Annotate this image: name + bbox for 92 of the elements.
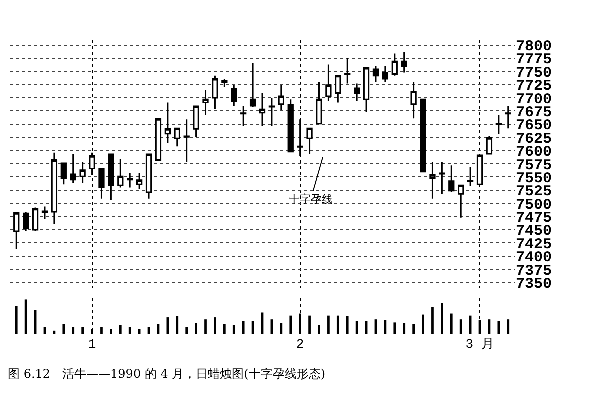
candlestick — [288, 98, 294, 153]
candlestick — [193, 106, 200, 138]
candlestick — [306, 128, 313, 156]
candlestick — [23, 212, 30, 232]
candlestick — [70, 154, 76, 184]
candlestick — [51, 152, 58, 225]
bar — [356, 321, 358, 334]
candlestick — [89, 152, 96, 176]
bar — [460, 320, 462, 334]
candlestick — [222, 78, 228, 88]
candlestick — [392, 52, 398, 77]
bar — [119, 325, 122, 334]
candlestick — [250, 62, 256, 108]
bar — [336, 316, 340, 334]
candlestick — [382, 66, 389, 83]
candlestick — [202, 89, 209, 116]
bar — [318, 325, 320, 334]
bar — [242, 321, 245, 334]
candlestick — [505, 105, 512, 130]
bar — [176, 316, 179, 334]
bar — [412, 324, 415, 334]
bar — [498, 321, 500, 334]
bar — [186, 327, 188, 334]
bar — [82, 327, 84, 334]
bar — [223, 324, 226, 334]
candlestick — [420, 98, 426, 173]
bar — [394, 322, 396, 334]
bar — [432, 307, 434, 334]
candlestick — [354, 83, 360, 102]
candlestick — [108, 154, 114, 202]
bar — [328, 316, 330, 334]
candlestick — [98, 168, 105, 200]
bar — [15, 306, 18, 334]
bar — [308, 316, 311, 334]
candlestick — [42, 206, 48, 220]
candlestick — [335, 75, 342, 104]
candlestick — [316, 81, 322, 126]
candlestick — [164, 102, 171, 144]
candlestick — [410, 81, 417, 120]
candlestick — [212, 75, 218, 110]
bar — [195, 323, 198, 334]
bar — [403, 323, 406, 334]
bar — [100, 327, 103, 334]
candlestick — [401, 51, 408, 74]
candlestick — [372, 66, 380, 83]
bar — [441, 303, 444, 334]
candlestick — [448, 164, 455, 194]
bar — [346, 316, 349, 334]
candlestick — [278, 84, 284, 111]
candlestick — [32, 207, 39, 232]
candlestick — [60, 162, 67, 186]
candlestick — [146, 154, 152, 200]
bar — [204, 320, 207, 334]
bar — [290, 316, 292, 334]
bar — [128, 327, 132, 334]
candlestick — [240, 105, 247, 127]
candlestick — [458, 184, 464, 219]
caption: 图 6.12 活牛——1990 的 4 月，日蜡烛图(十字孕线形态) — [8, 366, 326, 383]
x-tick-label: 3 月 — [466, 337, 494, 352]
bar — [507, 320, 510, 334]
candlestick — [184, 118, 190, 164]
bar — [24, 300, 28, 334]
bar — [422, 314, 424, 334]
x-tick-label: 2 — [296, 337, 304, 352]
candlestick — [118, 158, 124, 188]
candlestick — [136, 172, 143, 190]
bar — [62, 324, 66, 334]
candlestick — [430, 162, 436, 200]
bar — [72, 327, 75, 334]
candlestick — [231, 84, 238, 107]
candlestick — [467, 166, 474, 187]
bar — [280, 323, 283, 334]
candlestick — [439, 162, 446, 195]
candlestick — [155, 118, 162, 162]
annotation: 十字孕线 — [289, 193, 333, 206]
candlestick — [268, 97, 276, 127]
candlestick — [80, 162, 86, 184]
bar — [214, 318, 216, 334]
candlestick — [363, 67, 370, 114]
bar — [110, 329, 112, 334]
candlestick — [259, 92, 266, 127]
bar — [232, 325, 236, 334]
candlestick — [174, 128, 180, 148]
y-tick-label: 7350 — [516, 276, 552, 293]
candlestick — [14, 212, 20, 250]
candlestick — [326, 64, 332, 102]
candlestick — [344, 58, 351, 85]
bar — [450, 314, 453, 334]
x-tick-label: 1 — [88, 337, 96, 352]
candlestick — [496, 114, 502, 136]
candlestick — [486, 136, 493, 155]
candlestick — [127, 172, 134, 188]
